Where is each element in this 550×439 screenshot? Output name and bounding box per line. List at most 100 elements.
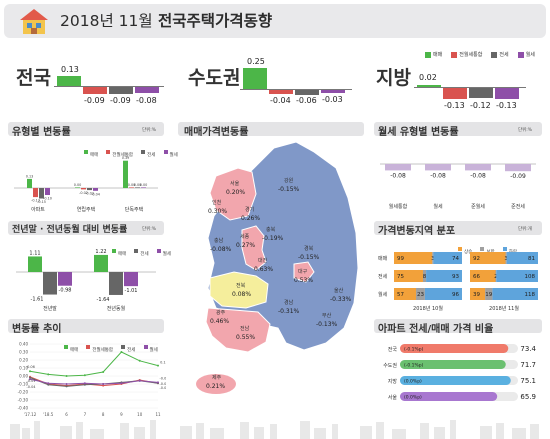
- bar-value-label: -0.03: [85, 192, 94, 196]
- x-tick-label: 6: [65, 412, 68, 417]
- bar: [465, 164, 491, 171]
- map-value: -0.15%: [298, 254, 320, 261]
- bar-value-label: 1.11: [29, 250, 40, 256]
- legend-label: 전월세통합: [459, 52, 483, 58]
- line-value-label: 0.13: [160, 361, 166, 365]
- panel-legend: 매매 전월세통합 전세 월세: [84, 141, 178, 160]
- legend-label: 매매: [70, 348, 79, 353]
- title-bar: [4, 4, 546, 38]
- bar: [93, 188, 98, 191]
- map-label: 광주: [216, 310, 226, 316]
- legend-label: 전세: [140, 252, 149, 257]
- summary-bar-jeonse: [109, 87, 133, 94]
- data-point: [47, 373, 50, 376]
- x-tick-label: 9: [120, 412, 123, 417]
- segment-value-label: 75: [397, 274, 404, 280]
- skyline-decoration: [10, 420, 539, 439]
- bar: [43, 272, 57, 295]
- map-label: 대전: [258, 258, 268, 264]
- bar-value-label: 0.00: [128, 183, 136, 187]
- panel-title: 유형별 변동률: [12, 127, 71, 138]
- summary-value: -0.03: [322, 95, 343, 104]
- stack-segment: [495, 270, 497, 282]
- segment-value-label: 99: [397, 256, 404, 262]
- panel-header-dist: [374, 221, 542, 235]
- x-tick-label: 7: [84, 412, 87, 417]
- segment-value-label: 93: [452, 274, 459, 280]
- legend-swatch: [121, 344, 126, 349]
- legend-label: 월세: [169, 153, 178, 158]
- segment-value-label: 96: [452, 292, 459, 298]
- pill-fill: [400, 344, 509, 353]
- map-value: -0.13%: [316, 321, 338, 328]
- data-point: [157, 364, 159, 367]
- segment-value-label: 19: [485, 292, 492, 298]
- summary-label-capital: 수도권: [188, 67, 241, 89]
- summary-bar-combined: [83, 87, 107, 94]
- map-value: 0.30%: [208, 208, 228, 215]
- summary-baseline: [54, 86, 164, 87]
- bar: [58, 272, 72, 286]
- line-value-label: -0.01: [26, 379, 35, 383]
- series-line: [29, 378, 159, 385]
- bar: [123, 160, 128, 188]
- summary-value: -0.06: [296, 96, 317, 105]
- y-tick-label: 0.10: [19, 366, 28, 371]
- data-point: [29, 378, 31, 381]
- panel-header-ratio: [374, 319, 542, 333]
- stack-segment: [470, 252, 506, 264]
- line-value-label: -0.09: [159, 386, 166, 390]
- map-value: -0.31%: [278, 308, 300, 315]
- legend-swatch: [458, 246, 462, 251]
- change-label: (0.0%p): [404, 379, 422, 385]
- change-label: (0.0%p): [404, 395, 422, 401]
- summary-value: -0.13: [444, 101, 465, 110]
- summary-label-region: 지방: [376, 67, 411, 89]
- bar-value-label: -1.61: [31, 297, 44, 303]
- summary-value: 0.25: [247, 57, 265, 66]
- map-label: 경북: [304, 246, 314, 252]
- data-point: [83, 383, 86, 386]
- panel-title: 월세 유형별 변동률: [378, 127, 459, 138]
- map-value: 0.46%: [210, 318, 230, 325]
- stack-segment: [485, 288, 493, 300]
- segment-value-label: 39: [473, 292, 480, 298]
- x-tick-label: '17.12: [24, 412, 37, 417]
- bar-value-label: 0.39: [122, 156, 130, 160]
- category-label: 아파트: [31, 206, 45, 213]
- summary-value: -0.09: [84, 96, 105, 105]
- category-label: 단독주택: [125, 206, 144, 213]
- legend-swatch-monthly: [517, 51, 524, 58]
- bar-value-label: 0.00: [140, 183, 148, 187]
- summary-bar-jeonse: [295, 90, 319, 95]
- data-point: [83, 382, 86, 385]
- segment-value-label: 108: [525, 274, 536, 280]
- legend-label: 상승: [464, 250, 473, 255]
- series-line: [29, 351, 159, 377]
- data-point: [47, 382, 50, 385]
- row-label: 매매: [378, 255, 388, 262]
- category-label: 준월세: [471, 203, 485, 210]
- panel-legend: 매매 전세 월세: [112, 240, 171, 259]
- data-point: [65, 383, 68, 385]
- change-label: (-0.1%p): [404, 363, 424, 369]
- map-region-jeju: [196, 374, 236, 394]
- type-change-chart: 0.13 -0.13-0.15-0.10 아파트 0.00 -0.02-0.03-0.0…: [14, 156, 158, 213]
- summary-baseline: [414, 87, 526, 88]
- apt-ratio-chart: 전국 (-0.1%p) 73.4 수도권 (-0.1%p) 71.7 지방 (0.0%p) 75…: [383, 344, 537, 401]
- stack-segment: [432, 252, 434, 264]
- map-label: 대구: [298, 269, 308, 275]
- bar-value-label: 0.00: [134, 183, 142, 187]
- data-point: [65, 385, 68, 388]
- x-tick-label: 11: [155, 412, 161, 417]
- summary-baseline: [240, 89, 352, 90]
- panel-unit: 단위:%: [142, 128, 157, 133]
- map-value: -0.08%: [210, 246, 232, 253]
- map-value: -0.33%: [330, 296, 352, 303]
- map-value: 0.63%: [254, 266, 274, 273]
- legend-swatch: [502, 246, 507, 251]
- bar: [75, 187, 80, 188]
- map-value: -0.19%: [262, 235, 284, 242]
- data-point: [83, 374, 86, 377]
- summary-bar-sale: [417, 85, 441, 87]
